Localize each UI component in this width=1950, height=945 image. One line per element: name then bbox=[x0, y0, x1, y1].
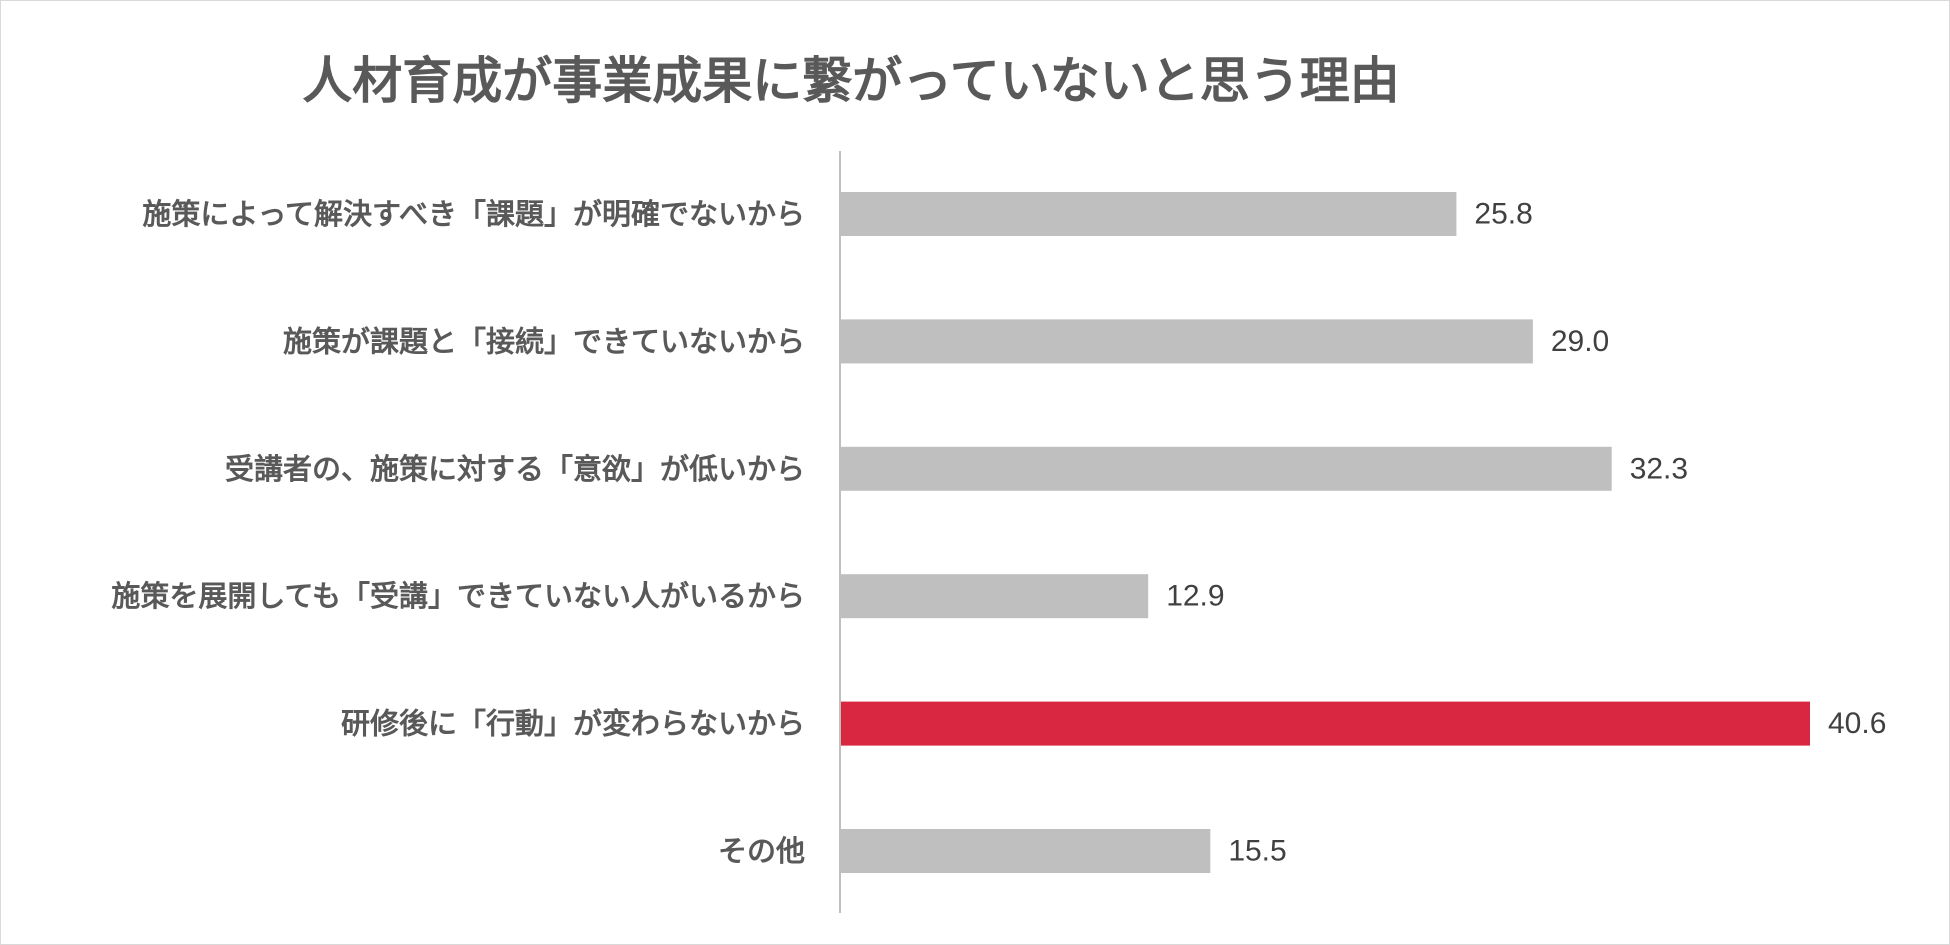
category-label: 研修後に「行動」が変わらないから bbox=[341, 707, 805, 741]
data-label: 12.9 bbox=[1166, 580, 1224, 613]
data-label: 29.0 bbox=[1551, 325, 1609, 358]
data-label: 15.5 bbox=[1228, 835, 1286, 868]
category-label: 施策を展開しても「受講」できていない人がいるから bbox=[111, 579, 805, 613]
bars-layer: 施策によって解決すべき「課題」が明確でないから 25.8 施策が課題と「接続」できて… bbox=[111, 192, 1886, 873]
bar bbox=[840, 574, 1149, 619]
data-label: 25.8 bbox=[1474, 198, 1532, 231]
chart-title: 人材育成が事業成果に繋がっていないと思う理由 bbox=[302, 52, 1400, 110]
bar bbox=[840, 319, 1533, 364]
bar bbox=[840, 192, 1457, 236]
data-label: 32.3 bbox=[1630, 452, 1688, 485]
category-label: 施策によって解決すべき「課題」が明確でないから bbox=[142, 197, 805, 231]
data-label: 40.6 bbox=[1828, 707, 1886, 740]
category-label: 施策が課題と「接続」できていないから bbox=[283, 324, 805, 358]
category-label: その他 bbox=[718, 834, 805, 868]
bar bbox=[840, 701, 1810, 746]
bar bbox=[840, 446, 1612, 491]
category-label: 受講者の、施策に対する「意欲」が低いから bbox=[225, 452, 805, 486]
bar bbox=[840, 829, 1211, 873]
